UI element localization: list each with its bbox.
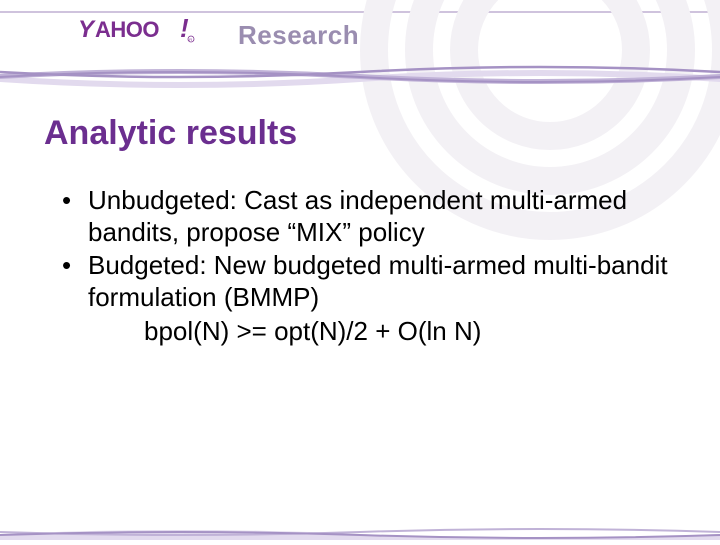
svg-text:AHOO: AHOO [95, 17, 159, 42]
formula-text: bpol(N) >= opt(N)/2 + O(ln N) [60, 316, 680, 348]
slide-header: Y AHOO ! R Research [0, 0, 720, 62]
header-wave [0, 62, 720, 92]
svg-text:R: R [189, 37, 192, 42]
slide-title: Analytic results [0, 92, 720, 153]
yahoo-logo: Y AHOO ! R [78, 14, 228, 44]
slide-content: Unbudgeted: Cast as independent multi-ar… [0, 153, 720, 348]
list-item: Budgeted: New budgeted multi-armed multi… [60, 250, 680, 313]
svg-text:Y: Y [78, 16, 96, 43]
logo-group: Y AHOO ! R Research [78, 14, 720, 51]
list-item: Unbudgeted: Cast as independent multi-ar… [60, 185, 680, 248]
footer-wave [0, 524, 720, 540]
bullet-list: Unbudgeted: Cast as independent multi-ar… [60, 185, 680, 314]
header-rule [0, 11, 720, 13]
research-label: Research [238, 20, 359, 51]
